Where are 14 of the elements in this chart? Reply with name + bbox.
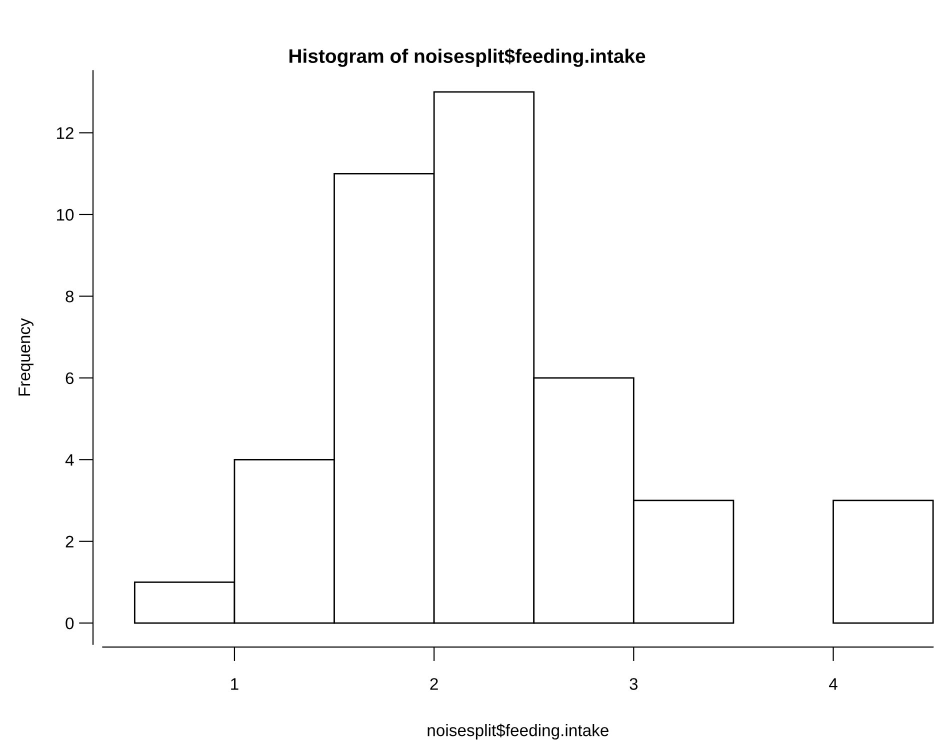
x-axis-title: noisesplit$feeding.intake <box>428 724 608 740</box>
y-axis-title: Frequency <box>18 318 34 396</box>
y-tick-label: 2 <box>66 536 74 548</box>
chart-title: Histogram of noisesplit$feeding.intake <box>290 48 646 67</box>
y-tick-label: 8 <box>66 290 74 302</box>
x-tick-label: 2 <box>430 678 438 690</box>
y-tick-label: 4 <box>65 454 74 466</box>
y-tick-label: 12 <box>57 127 74 139</box>
y-tick-label: 10 <box>57 208 74 221</box>
x-tick-label: 1 <box>231 678 238 690</box>
y-tick-label: 0 <box>66 617 74 630</box>
y-tick-label: 6 <box>66 372 74 384</box>
x-tick-label: 4 <box>829 678 838 690</box>
x-tick-label: 3 <box>630 678 638 690</box>
